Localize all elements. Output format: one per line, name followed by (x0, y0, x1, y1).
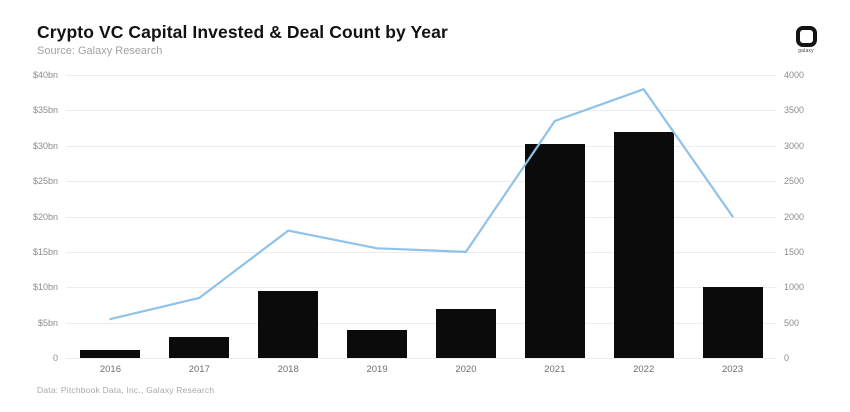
x-axis-label-2021: 2021 (544, 364, 566, 375)
left-axis-tick-label: $5bn (37, 317, 58, 328)
bar-2023 (702, 287, 763, 358)
left-axis-tick-label: $15bn (32, 246, 58, 257)
x-axis-label-2020: 2020 (455, 364, 477, 375)
x-axis: 2016 2017 2018 2019 2020 2021 2022 2023 (66, 364, 777, 378)
gridline (66, 217, 777, 218)
x-axis-label-2017: 2017 (188, 364, 210, 375)
left-axis-tick-label: 0 (52, 353, 58, 363)
x-axis-label-2019: 2019 (366, 364, 388, 375)
gridline (66, 287, 777, 288)
galaxy-logo: galaxy (792, 26, 820, 54)
galaxy-logo-icon (795, 26, 817, 47)
bar-2016 (80, 349, 141, 358)
left-axis-tick-label: $40bn (32, 70, 58, 80)
gridline (66, 252, 777, 253)
x-axis-label-2016: 2016 (99, 364, 121, 375)
left-axis-tick-label: $30bn (32, 140, 58, 151)
bar-2018 (258, 290, 319, 358)
chart-subtitle: Source: Galaxy Research (37, 45, 163, 57)
right-axis-tick-label: 3500 (784, 105, 805, 116)
plot-area (66, 75, 777, 359)
gridline (66, 358, 777, 359)
x-axis-label-2018: 2018 (277, 364, 299, 375)
bar-2020 (435, 309, 496, 358)
data-source-footer: Data: Pitchbook Data, Inc., Galaxy Resea… (37, 385, 215, 395)
right-axis: 4000 3500 3000 2500 2000 1500 1000 500 0 (784, 70, 844, 363)
gridline (66, 323, 777, 324)
deal-count-line (109, 88, 734, 321)
right-axis-tick-label: 1000 (784, 282, 805, 293)
gridline (66, 181, 777, 182)
x-axis-label-2023: 2023 (721, 364, 744, 375)
deal-count-polyline (109, 88, 734, 321)
x-axis-label-2022: 2022 (633, 364, 655, 375)
bar-2017 (169, 337, 230, 358)
gridline (66, 75, 777, 76)
left-axis-tick-label: $10bn (32, 282, 58, 293)
bar-2022 (613, 131, 674, 358)
right-axis-tick-label: 0 (784, 353, 790, 363)
galaxy-logo-text: galaxy (798, 48, 814, 54)
right-axis-tick-label: 1500 (784, 246, 805, 257)
gridline (66, 146, 777, 147)
right-axis-tick-label: 2000 (784, 211, 805, 222)
left-axis-tick-label: $35bn (32, 105, 58, 116)
bar-2021 (524, 144, 585, 358)
chart-title: Crypto VC Capital Invested & Deal Count … (37, 22, 448, 42)
left-axis: $40bn $35bn $30bn $25bn $20bn $15bn $10bn $5bn 0 (0, 70, 58, 363)
gridline (66, 110, 777, 111)
right-axis-tick-label: 4000 (784, 70, 805, 80)
bar-2019 (347, 330, 408, 358)
right-axis-tick-label: 3000 (784, 140, 805, 151)
left-axis-tick-label: $25bn (32, 176, 58, 187)
right-axis-tick-label: 500 (784, 317, 800, 328)
left-axis-tick-label: $20bn (32, 211, 58, 222)
right-axis-tick-label: 2500 (784, 176, 805, 187)
